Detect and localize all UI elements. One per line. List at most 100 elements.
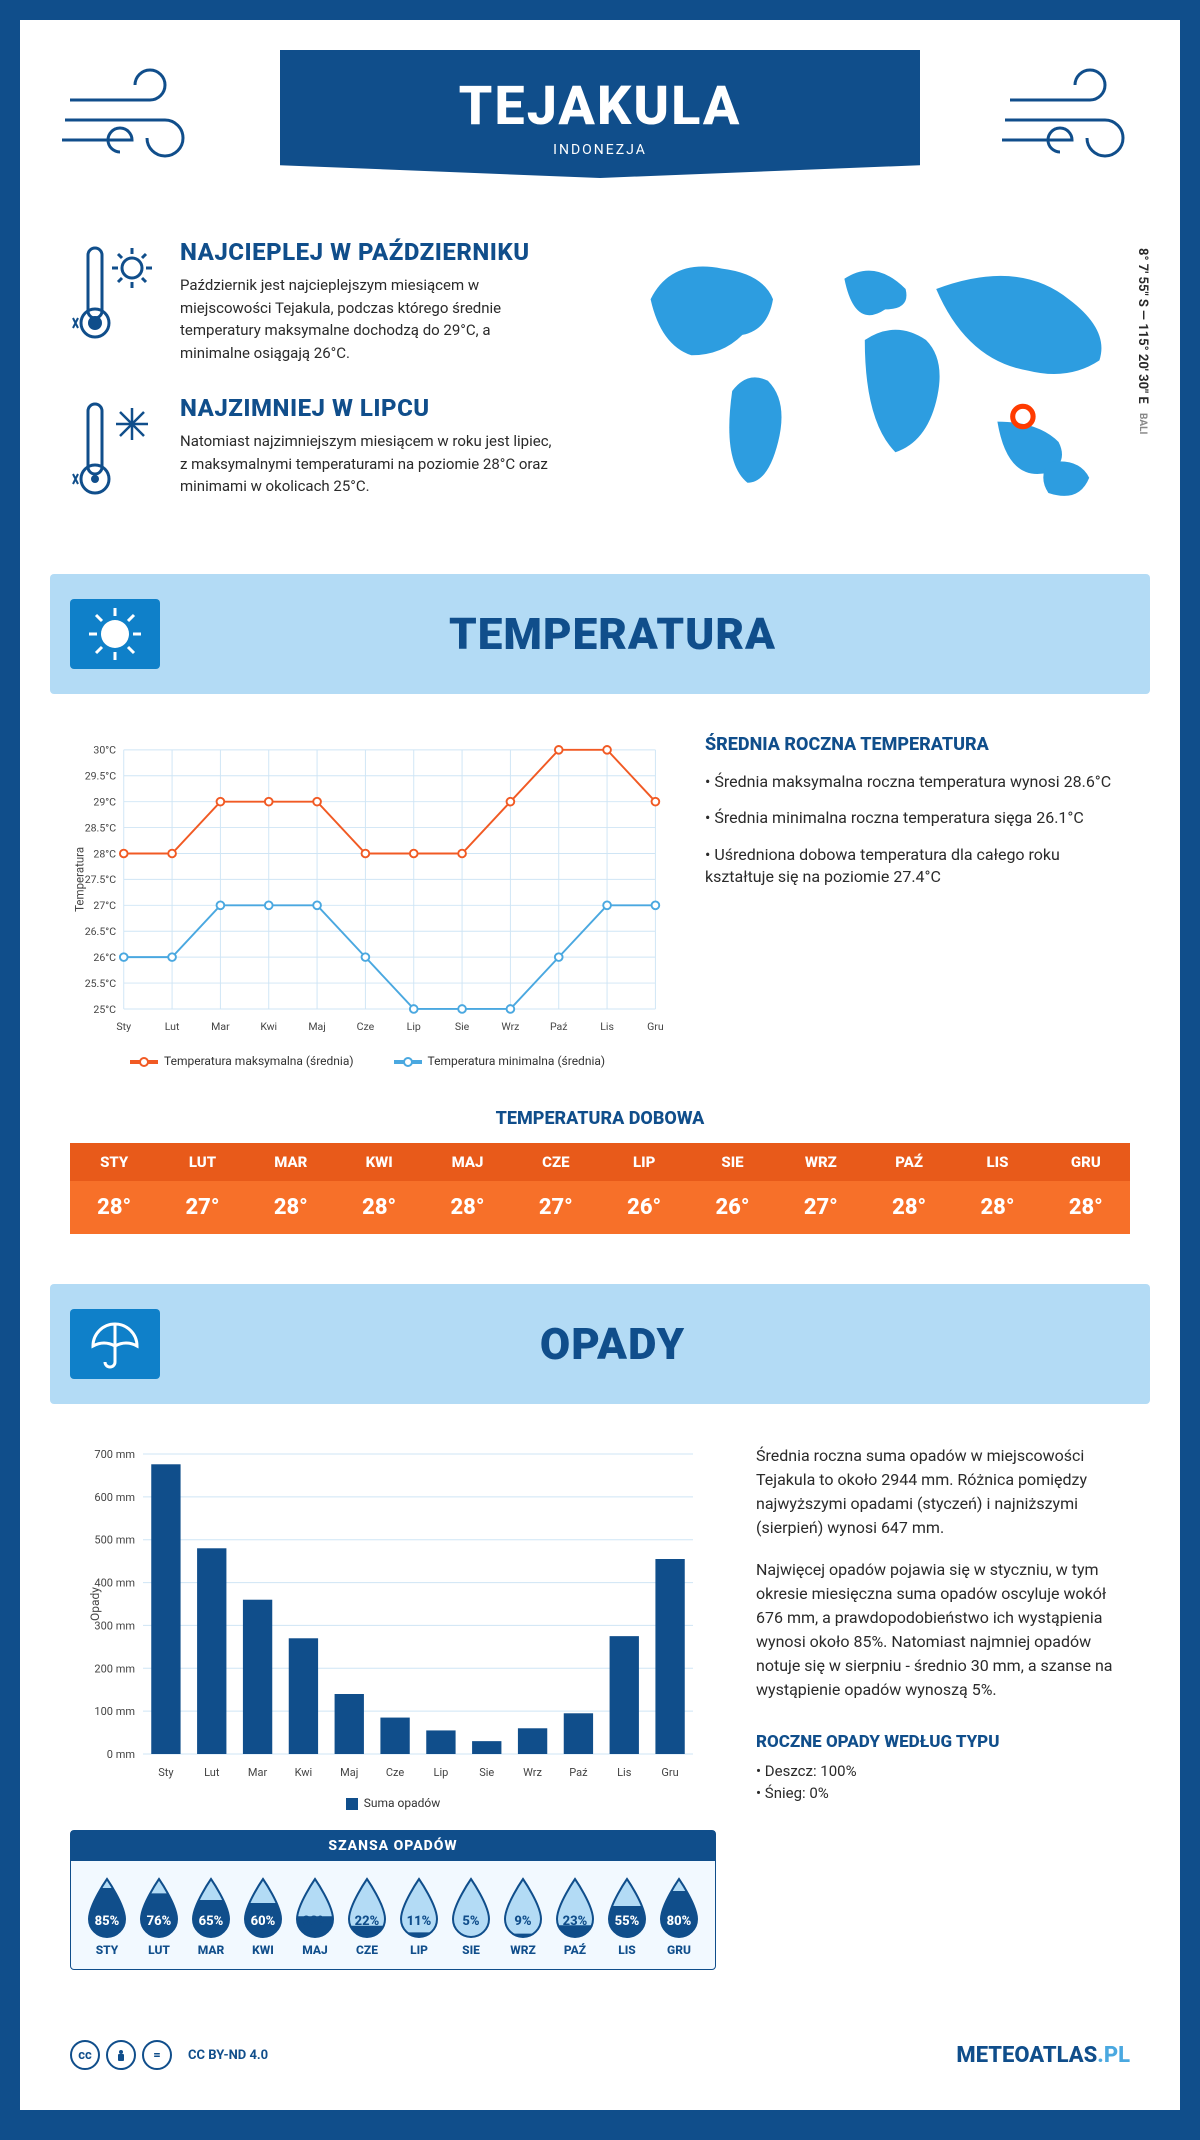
svg-text:Paź: Paź: [550, 1020, 568, 1033]
rain-summary-p1: Średnia roczna suma opadów w miejscowośc…: [756, 1444, 1130, 1540]
bar-chart-legend: Suma opadów: [70, 1796, 716, 1810]
rain-type-line: Deszcz: 100%: [756, 1762, 1130, 1780]
svg-text:Cze: Cze: [357, 1020, 375, 1033]
svg-text:700 mm: 700 mm: [94, 1448, 135, 1461]
month-header: MAJ: [423, 1143, 511, 1181]
month-temp-value: 28°: [865, 1181, 953, 1234]
page-subtitle: INDONEZJA: [300, 142, 900, 158]
rain-chance-pct: 65%: [187, 1877, 235, 1939]
svg-text:29.5°C: 29.5°C: [85, 770, 117, 783]
svg-text:100 mm: 100 mm: [94, 1705, 135, 1718]
svg-text:Mar: Mar: [211, 1020, 230, 1033]
title-banner: TEJAKULA INDONEZJA: [280, 50, 920, 178]
line-chart-legend: Temperatura maksymalna (średnia) Tempera…: [70, 1054, 665, 1068]
month-temp-value: 28°: [70, 1181, 158, 1234]
rain-chance-cell: 76% LUT: [135, 1877, 183, 1957]
svg-text:Kwi: Kwi: [260, 1020, 277, 1033]
rain-chance-pct: 60%: [239, 1877, 287, 1939]
month-header: LIS: [953, 1143, 1041, 1181]
svg-text:Gru: Gru: [661, 1766, 678, 1779]
rain-chance-month: KWI: [239, 1943, 287, 1957]
svg-text:29°C: 29°C: [93, 796, 116, 809]
month-header: GRU: [1042, 1143, 1130, 1181]
rain-bar-chart: 0 mm100 mm200 mm300 mm400 mm500 mm600 mm…: [70, 1444, 716, 1970]
map-column: 8° 7' 55" S — 115° 20' 30" E BALI: [620, 238, 1130, 534]
cc-icon: cc: [70, 2040, 100, 2070]
svg-text:Maj: Maj: [308, 1020, 325, 1033]
svg-text:Opady: Opady: [88, 1587, 102, 1621]
rain-chance-month: LIS: [603, 1943, 651, 1957]
rain-chance-month: PAŹ: [551, 1943, 599, 1957]
svg-text:0 mm: 0 mm: [107, 1748, 135, 1761]
temperature-summary: ŚREDNIA ROCZNA TEMPERATURA Średnia maksy…: [705, 734, 1130, 1068]
month-header: WRZ: [777, 1143, 865, 1181]
rain-chance-pct: 76%: [135, 1877, 183, 1939]
coordinates-label: 8° 7' 55" S — 115° 20' 30" E BALI: [1135, 248, 1150, 434]
rain-chance-cell: 23% PAŹ: [551, 1877, 599, 1957]
location-marker: [1013, 406, 1033, 426]
umbrella-icon: [70, 1309, 160, 1379]
rain-chance-month: CZE: [343, 1943, 391, 1957]
wind-icon: [1000, 60, 1140, 174]
rain-chance-pct: 55%: [603, 1877, 651, 1939]
svg-text:Lip: Lip: [407, 1020, 421, 1033]
svg-text:28.5°C: 28.5°C: [85, 821, 117, 834]
wind-icon: [60, 60, 200, 174]
intro-section: NAJCIEPLEJ W PAŹDZIERNIKU Październik je…: [20, 238, 1180, 574]
rain-chance-cell: 9% WRZ: [499, 1877, 547, 1957]
rain-chance-cell: 11% LIP: [395, 1877, 443, 1957]
svg-text:Sie: Sie: [455, 1020, 470, 1033]
month-header: LUT: [158, 1143, 246, 1181]
month-temp-value: 26°: [688, 1181, 776, 1234]
daily-temp-table: STYLUTMARKWIMAJCZELIPSIEWRZPAŹLISGRU28°2…: [70, 1143, 1130, 1234]
rain-type-title: ROCZNE OPADY WEDŁUG TYPU: [756, 1732, 1130, 1752]
temperature-line-chart: 25°C25.5°C26°C26.5°C27°C27.5°C28°C28.5°C…: [70, 734, 665, 1068]
header: TEJAKULA INDONEZJA: [20, 20, 1180, 238]
rain-chance-month: LIP: [395, 1943, 443, 1957]
by-icon: [106, 2040, 136, 2070]
rain-summary-p2: Najwięcej opadów pojawia się w styczniu,…: [756, 1558, 1130, 1702]
temperature-header-title: TEMPERATURA: [185, 608, 1040, 660]
month-temp-value: 28°: [953, 1181, 1041, 1234]
rain-chance-month: GRU: [655, 1943, 703, 1957]
license-text: CC BY-ND 4.0: [188, 2048, 268, 2063]
month-temp-value: 28°: [1042, 1181, 1130, 1234]
temperature-row: 25°C25.5°C26°C26.5°C27°C27.5°C28°C28.5°C…: [20, 694, 1180, 1098]
month-header: SIE: [688, 1143, 776, 1181]
svg-text:26.5°C: 26.5°C: [85, 925, 117, 938]
svg-text:Lis: Lis: [600, 1020, 614, 1033]
daily-temp-section: TEMPERATURA DOBOWA STYLUTMARKWIMAJCZELIP…: [20, 1098, 1180, 1284]
opady-header-title: OPADY: [185, 1318, 1040, 1370]
page-title: TEJAKULA: [300, 75, 900, 138]
svg-text:25.5°C: 25.5°C: [85, 977, 117, 990]
thermometer-sun-icon: [70, 238, 160, 348]
month-temp-value: 27°: [777, 1181, 865, 1234]
rain-chance-month: STY: [83, 1943, 131, 1957]
rain-summary: Średnia roczna suma opadów w miejscowośc…: [756, 1444, 1130, 1970]
rain-chance-cell: 60% KWI: [239, 1877, 287, 1957]
warmest-title: NAJCIEPLEJ W PAŹDZIERNIKU: [180, 238, 560, 266]
footer: cc = CC BY-ND 4.0 METEOATLAS.PL: [20, 2020, 1180, 2110]
temp-summary-line: Średnia minimalna roczna temperatura się…: [705, 807, 1130, 829]
svg-text:26°C: 26°C: [93, 951, 116, 964]
svg-text:500 mm: 500 mm: [94, 1534, 135, 1547]
rain-chance-month: MAR: [187, 1943, 235, 1957]
svg-text:Wrz: Wrz: [523, 1766, 542, 1779]
rain-chance-month: LUT: [135, 1943, 183, 1957]
svg-text:28°C: 28°C: [93, 847, 116, 860]
svg-text:Sty: Sty: [158, 1766, 174, 1779]
svg-text:Kwi: Kwi: [295, 1766, 313, 1779]
svg-text:Paź: Paź: [569, 1766, 588, 1779]
rain-chance-pct: 80%: [655, 1877, 703, 1939]
rain-chance-title: SZANSA OPADÓW: [71, 1831, 715, 1861]
rain-chance-pct: 22%: [343, 1877, 391, 1939]
nd-icon: =: [142, 2040, 172, 2070]
rain-chance-pct: 11%: [395, 1877, 443, 1939]
world-map: [620, 238, 1130, 528]
temperature-section-header: TEMPERATURA: [50, 574, 1150, 694]
month-header: LIP: [600, 1143, 688, 1181]
month-header: KWI: [335, 1143, 423, 1181]
month-header: CZE: [512, 1143, 600, 1181]
svg-text:Lut: Lut: [165, 1020, 180, 1033]
rain-chance-cell: 22% CZE: [343, 1877, 391, 1957]
